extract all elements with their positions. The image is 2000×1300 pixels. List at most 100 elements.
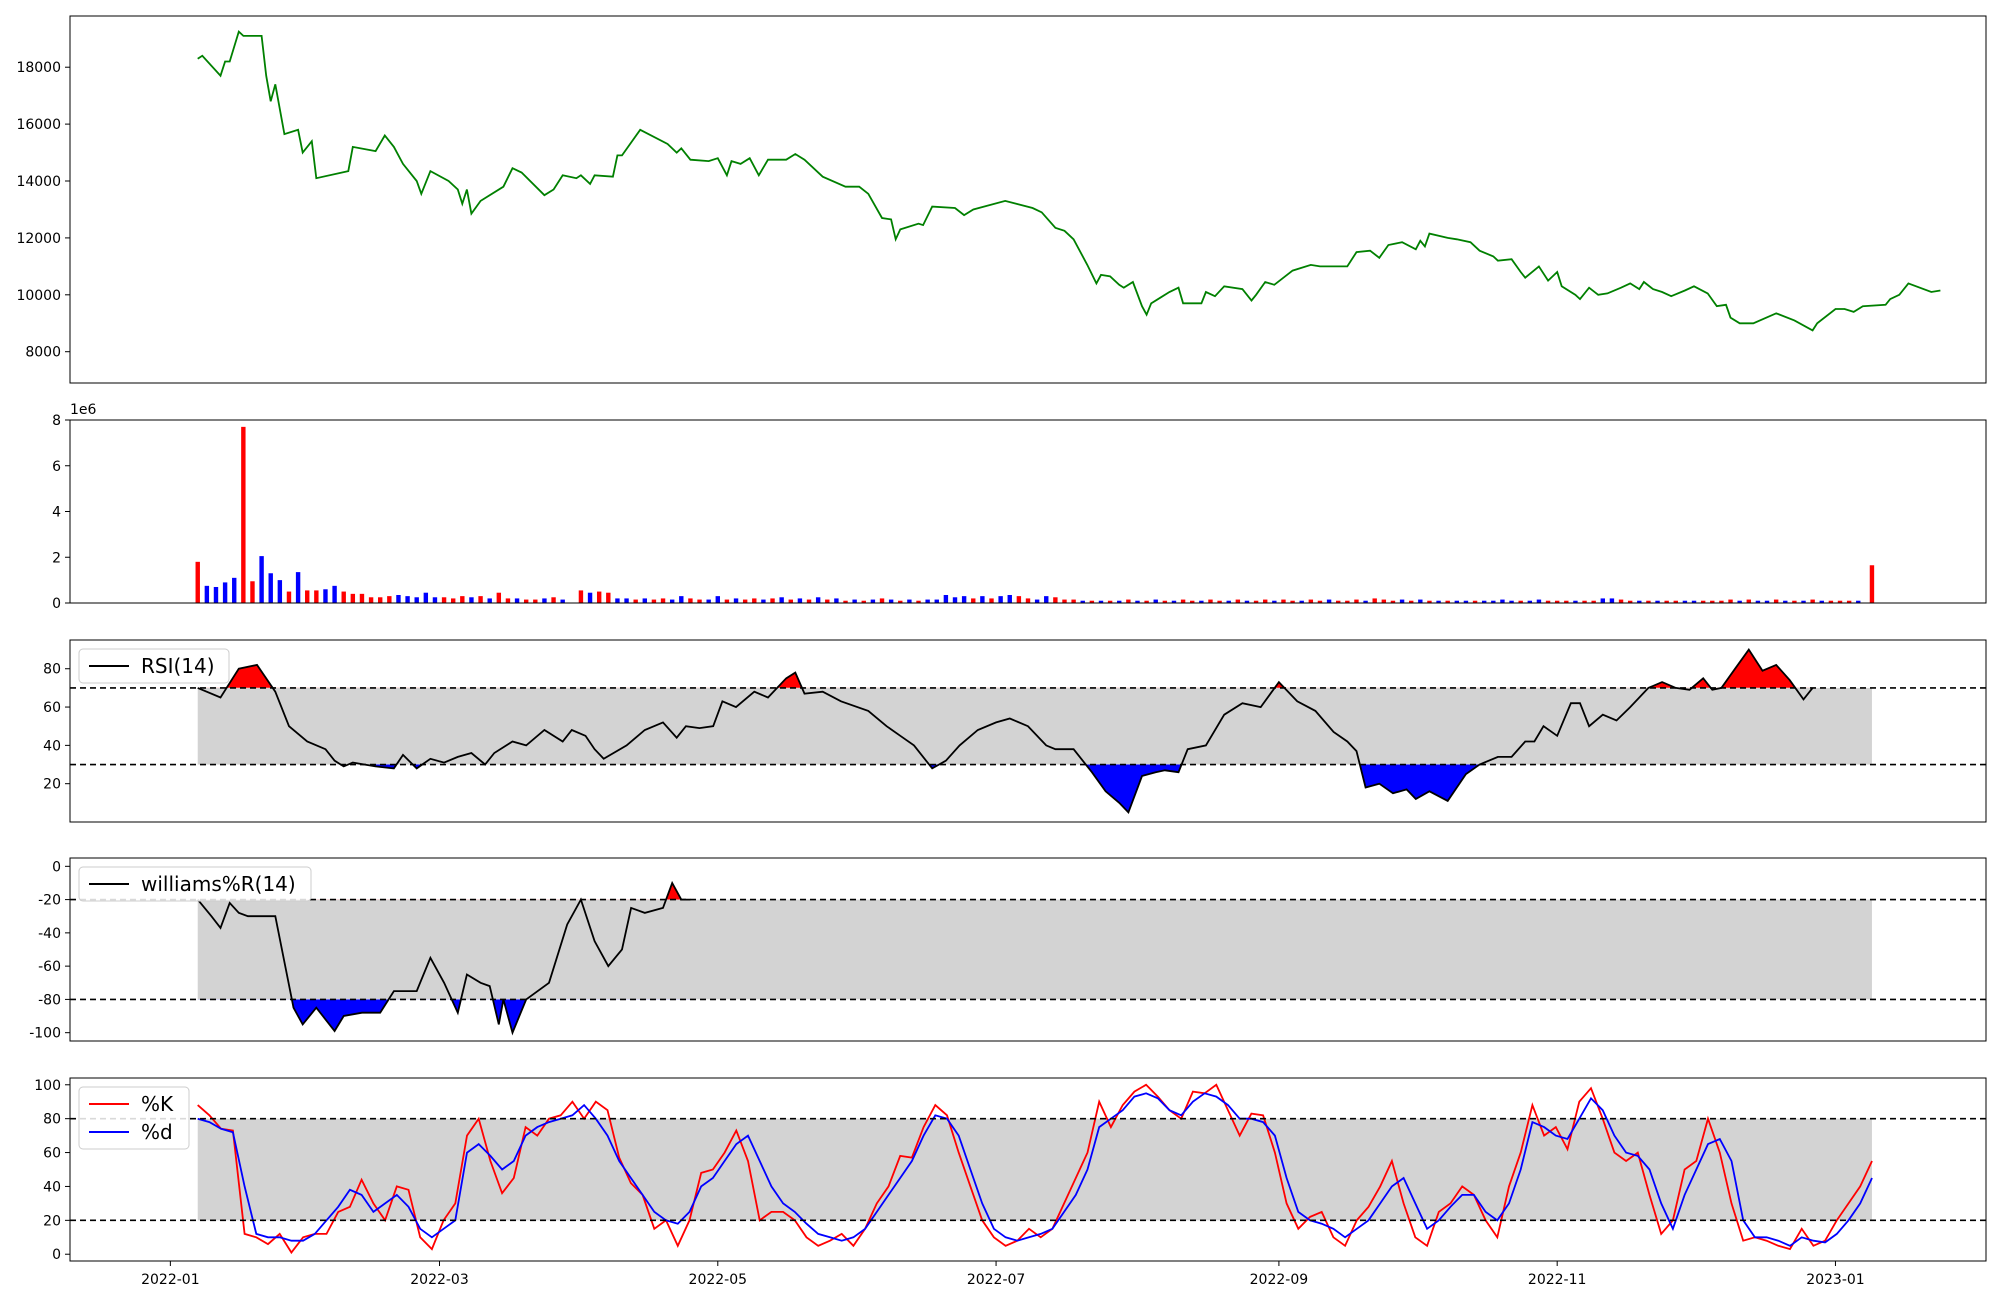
volume-bar	[332, 585, 337, 603]
xtick-label: 2022-09	[1250, 1272, 1309, 1288]
rsi-panel: 20 40 60 80 RSI(14)	[43, 639, 1987, 823]
volume-bar	[1080, 600, 1085, 603]
volume-bar	[624, 598, 629, 603]
volume-bar	[1025, 598, 1031, 603]
volume-bar	[733, 598, 739, 603]
rsi-frame	[69, 639, 1987, 823]
volume-bar	[587, 592, 593, 603]
volume-bar	[1573, 600, 1578, 603]
volume-bar	[1536, 599, 1542, 603]
volume-bar	[1819, 600, 1824, 603]
volume-ytick-label: 4	[52, 505, 61, 521]
volume-bar	[879, 598, 885, 603]
volume-bar	[1582, 600, 1587, 603]
xtick-label: 2022-07	[967, 1272, 1026, 1288]
volume-bar	[204, 585, 210, 603]
volume-bar	[1728, 599, 1733, 603]
rsi-ytick-label: 80	[43, 662, 61, 678]
volume-bar	[606, 592, 611, 603]
volume-bar	[1044, 596, 1049, 603]
volume-bar	[642, 598, 647, 603]
volume-bar	[268, 573, 273, 603]
volume-bar	[1135, 600, 1140, 603]
volume-bar	[1618, 599, 1624, 603]
stochastic-legend-box	[78, 1086, 190, 1150]
price-ytick-label: 16000	[16, 117, 61, 133]
volume-bar	[1472, 600, 1478, 603]
williams-r-ytick-label: -100	[29, 1026, 61, 1042]
volume-bar	[888, 599, 894, 603]
volume-bar	[1609, 598, 1615, 603]
volume-bar	[843, 600, 848, 603]
volume-bar	[1746, 599, 1751, 603]
volume-bar	[825, 599, 830, 603]
volume-bar	[1655, 600, 1660, 603]
price-panel: 8000 10000 12000 14000 16000 18000	[16, 15, 1987, 384]
volume-bar	[1281, 599, 1286, 603]
volume-bar	[560, 599, 565, 603]
xtick-label: 2023-01	[1806, 1272, 1865, 1288]
xtick-label: 2022-03	[410, 1272, 469, 1288]
stochastic-ytick-label: 100	[34, 1078, 61, 1094]
volume-bar	[387, 596, 392, 603]
volume-bar	[1427, 600, 1432, 603]
volume-ytick-label: 8	[52, 413, 61, 429]
volume-bar	[1308, 599, 1314, 603]
volume-bar	[1235, 599, 1241, 603]
volume-bar	[596, 591, 602, 603]
volume-bar	[1117, 600, 1122, 603]
stochastic-ytick-label: 80	[43, 1112, 61, 1128]
williams-r-legend-label: williams%R(14)	[141, 872, 296, 896]
volume-bar	[195, 561, 200, 603]
volume-bar	[852, 599, 857, 603]
volume-bar	[542, 598, 547, 603]
volume-bar	[359, 593, 365, 603]
volume-bar	[779, 597, 784, 603]
volume-bar	[998, 596, 1003, 603]
volume-bar	[706, 599, 711, 603]
stochastic-d-line	[197, 1092, 1873, 1247]
rsi-ytick-label: 40	[43, 738, 61, 754]
volume-bar	[669, 599, 675, 603]
williams-r-frame	[69, 857, 1987, 1042]
volume-bar	[295, 572, 301, 603]
volume-bar	[250, 581, 255, 603]
volume-bar	[1755, 600, 1761, 603]
volume-bar	[222, 582, 228, 603]
volume-bar	[451, 598, 456, 603]
volume-bar	[1409, 600, 1414, 603]
rsi-legend: RSI(14)	[78, 648, 230, 684]
volume-bar	[405, 596, 410, 603]
volume-bar	[523, 599, 529, 603]
volume-bar	[870, 599, 876, 603]
volume-bar	[861, 600, 866, 603]
stochastic-plot-area	[197, 1083, 1873, 1255]
volume-bar	[1089, 600, 1095, 603]
volume-bar	[688, 598, 693, 603]
volume-bar	[1290, 600, 1295, 603]
stochastic-ytick-label: 40	[43, 1179, 61, 1195]
volume-bar	[615, 598, 620, 603]
volume-bar	[1317, 600, 1323, 603]
volume-bar	[1773, 599, 1779, 603]
williams-r-line	[197, 880, 691, 1036]
volume-bar	[1208, 599, 1213, 603]
price-ytick-label: 10000	[16, 288, 61, 304]
volume-bar	[1363, 600, 1368, 603]
volume-bar	[1491, 600, 1496, 603]
volume-bar	[1299, 600, 1304, 603]
volume-bar	[1126, 599, 1131, 603]
volume-bar	[1345, 600, 1350, 603]
volume-bar	[952, 597, 958, 603]
volume-bar	[277, 580, 283, 603]
volume-bar	[742, 599, 748, 603]
volume-bar	[980, 596, 985, 603]
stochastic-legend-label: %K	[141, 1092, 174, 1116]
price-ytick-label: 18000	[16, 60, 61, 76]
volume-bar	[414, 597, 419, 603]
volume-bar	[305, 590, 310, 603]
volume-bar	[241, 426, 246, 603]
volume-ytick-label: 0	[52, 596, 61, 612]
volume-bar	[1509, 600, 1514, 603]
volume-bar	[715, 596, 720, 603]
